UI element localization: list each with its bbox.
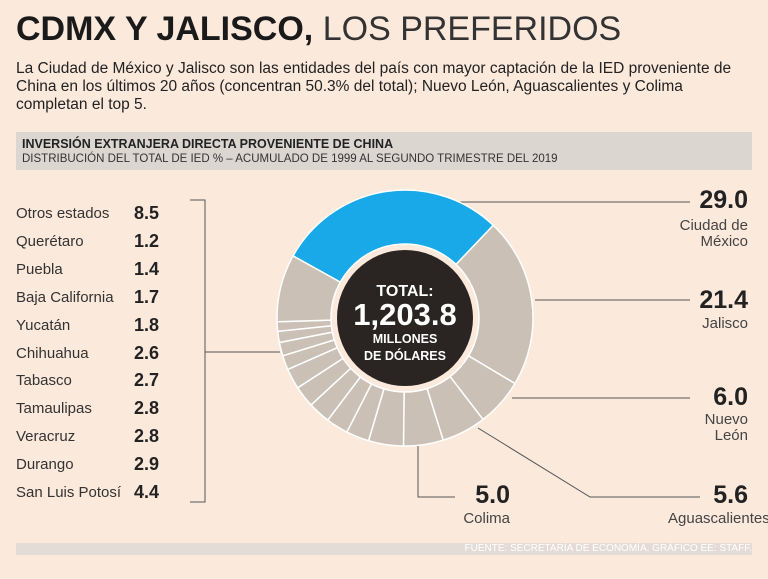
category-label: Veracruz bbox=[16, 428, 76, 446]
category-label: Nuevo León bbox=[704, 411, 748, 444]
category-label: Jalisco bbox=[702, 315, 748, 332]
header-band bbox=[16, 132, 752, 170]
category-label: Tabasco bbox=[16, 372, 72, 390]
category-label: San Luis Potosí bbox=[16, 484, 122, 501]
category-label: Otros estados bbox=[16, 205, 110, 222]
category-label: Baja California bbox=[16, 288, 114, 306]
value-label: 5.6 bbox=[713, 481, 748, 509]
category-label: Chihuahua bbox=[16, 344, 89, 362]
description: La Ciudad de México y Jalisco son las en… bbox=[16, 60, 732, 113]
value-label: 6.0 bbox=[713, 383, 748, 411]
value-label: 21.4 bbox=[699, 286, 748, 314]
value-label: 1.2 bbox=[134, 230, 160, 251]
center-label: TOTAL: bbox=[376, 283, 433, 300]
category-label: Colima bbox=[463, 510, 510, 527]
category-label: Querétaro bbox=[16, 232, 84, 250]
value-label: 2.8 bbox=[134, 398, 160, 419]
value-label: 1.4 bbox=[134, 258, 160, 279]
title-bold: CDMX Y JALISCO, bbox=[16, 10, 314, 48]
value-label: 2.9 bbox=[134, 454, 160, 475]
value-label: 2.6 bbox=[134, 342, 160, 363]
category-label: Durango bbox=[16, 456, 74, 474]
total: 1,203.8 bbox=[353, 297, 456, 332]
donut-segment bbox=[454, 224, 534, 385]
category-label: Aguascalientes bbox=[668, 510, 768, 527]
category-label: Ciudad de México bbox=[679, 217, 748, 250]
value-label: 8.5 bbox=[134, 203, 160, 223]
value-label: 1.7 bbox=[134, 286, 160, 307]
value-label: 5.0 bbox=[475, 481, 510, 509]
chart-subtitle: DISTRIBUCIÓN DEL TOTAL DE IED % – ACUMUL… bbox=[22, 153, 558, 165]
value-label: 29.0 bbox=[699, 186, 748, 214]
leader-lines bbox=[190, 199, 700, 503]
category-label: Tamaulipas bbox=[16, 400, 92, 418]
category-label: Puebla bbox=[16, 260, 63, 278]
center-circle bbox=[337, 250, 473, 386]
value-label: 4.4 bbox=[134, 482, 160, 502]
source: FUENTE: SECRETARÍA DE ECONOMÍA. GRÁFICO … bbox=[16, 543, 752, 555]
value-label: 1.8 bbox=[134, 314, 160, 335]
category-label: Yucatán bbox=[16, 316, 71, 334]
chart-title: INVERSIÓN EXTRANJERA DIRECTA PROVENIENTE… bbox=[22, 137, 394, 151]
value-label: 2.7 bbox=[134, 370, 160, 391]
total-unit: MILLONES DE DÓLARES bbox=[364, 332, 446, 363]
title-light: LOS PREFERIDOS bbox=[322, 10, 622, 48]
donut-segment bbox=[292, 189, 495, 284]
donut-segment bbox=[276, 254, 342, 323]
value-label: 2.8 bbox=[134, 426, 160, 447]
title: CDMX Y JALISCO, LOS PREFERIDOS bbox=[16, 10, 621, 49]
